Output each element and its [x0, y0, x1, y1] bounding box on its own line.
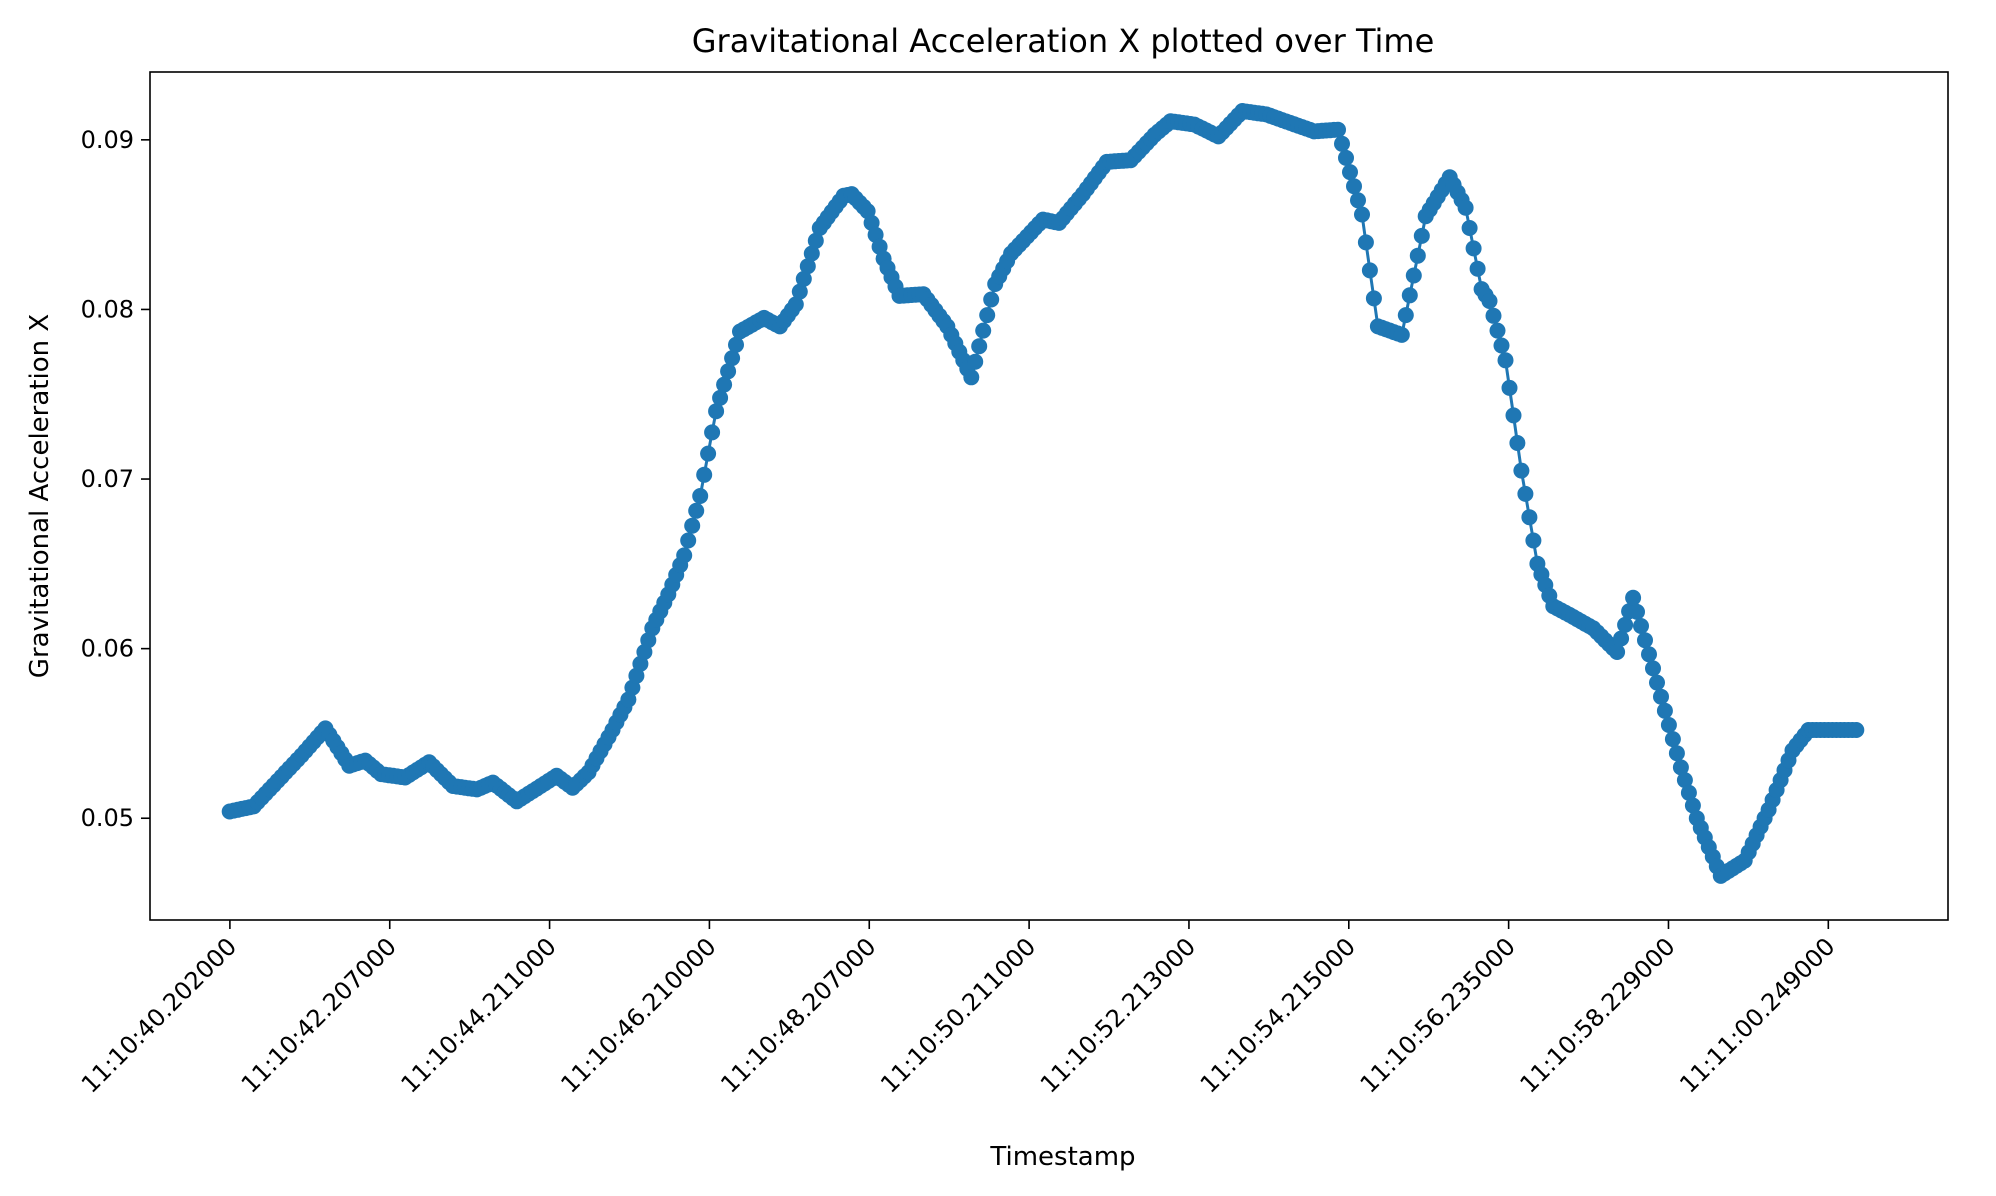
- data-point: [720, 363, 737, 380]
- data-point: [1354, 206, 1370, 223]
- data-point: [692, 488, 709, 504]
- data-point: [983, 291, 1000, 308]
- data-point: [704, 424, 721, 441]
- data-point: [716, 376, 733, 393]
- data-point: [807, 232, 824, 249]
- data-point: [1513, 462, 1530, 479]
- data-point: [1361, 262, 1378, 279]
- data-point: [1465, 240, 1482, 257]
- data-point: [1338, 149, 1354, 166]
- data-point: [1346, 178, 1362, 195]
- data-point: [1365, 290, 1382, 307]
- x-axis-title: Timestamp: [989, 1142, 1135, 1172]
- data-point: [1485, 307, 1502, 324]
- data-point: [975, 322, 992, 339]
- data-point: [1501, 379, 1518, 396]
- plot-frame: [149, 71, 1949, 921]
- data-point: [1525, 532, 1542, 549]
- data-point: [1334, 135, 1350, 152]
- y-tick-label: 0.05: [81, 804, 134, 832]
- data-point: [696, 466, 713, 483]
- data-point: [688, 502, 705, 519]
- data-point: [1481, 293, 1498, 309]
- data-point: [724, 350, 741, 367]
- data-point: [1413, 227, 1430, 244]
- data-point: [1505, 407, 1522, 424]
- data-point: [1517, 485, 1534, 502]
- data-point: [1848, 722, 1865, 738]
- data-point: [1617, 616, 1634, 633]
- data-point: [1393, 326, 1410, 343]
- data-point: [971, 338, 988, 355]
- data-point: [1660, 717, 1677, 733]
- chart-title: Gravitational Acceleration X plotted ove…: [692, 22, 1435, 60]
- data-point: [708, 403, 725, 420]
- data-point: [979, 307, 996, 324]
- data-point: [1641, 646, 1657, 663]
- y-tick-label: 0.07: [81, 465, 134, 493]
- data-point: [1330, 121, 1346, 138]
- y-tick-label: 0.09: [81, 126, 134, 154]
- data-point: [1357, 234, 1374, 251]
- y-tick-label: 0.08: [81, 295, 134, 323]
- data-point: [1350, 192, 1366, 209]
- data-point: [1469, 260, 1486, 277]
- data-point: [684, 517, 701, 534]
- data-point: [803, 245, 820, 262]
- series-group: [221, 103, 1865, 884]
- data-point: [1461, 220, 1478, 236]
- data-point: [1401, 287, 1418, 304]
- data-point: [1409, 247, 1426, 264]
- data-point: [1656, 702, 1673, 719]
- data-point: [676, 547, 693, 564]
- data-point: [680, 532, 697, 549]
- data-point: [963, 369, 980, 386]
- data-point: [1680, 784, 1697, 801]
- data-point: [1645, 660, 1661, 677]
- data-point: [1342, 164, 1358, 181]
- data-point: [791, 283, 808, 300]
- data-point: [1397, 307, 1414, 324]
- data-point: [1676, 772, 1693, 789]
- data-point: [1521, 509, 1538, 526]
- data-point: [1509, 435, 1526, 451]
- data-point: [1672, 759, 1689, 776]
- data-point: [1653, 688, 1669, 705]
- data-point: [1633, 618, 1649, 634]
- data-point: [795, 270, 812, 287]
- data-point: [1664, 731, 1681, 748]
- data-point: [712, 389, 729, 406]
- data-point: [1629, 603, 1645, 620]
- data-point: [1684, 797, 1701, 814]
- data-point: [1637, 632, 1653, 649]
- data-point: [799, 258, 816, 275]
- data-point: [1649, 674, 1665, 691]
- data-point: [967, 353, 984, 370]
- data-point: [1457, 199, 1474, 216]
- data-point: [787, 296, 804, 313]
- data-point: [1489, 322, 1506, 339]
- y-axis-ticks: 0.05 0.06 0.07 0.08 0.09: [81, 126, 150, 832]
- data-point: [1497, 352, 1514, 369]
- data-point: [1668, 745, 1685, 762]
- y-axis-title: Gravitational Acceleration X: [25, 314, 55, 678]
- y-tick-label: 0.06: [81, 635, 134, 663]
- data-point: [1613, 630, 1630, 647]
- data-point: [1493, 337, 1510, 354]
- data-point: [1625, 589, 1642, 606]
- data-point: [1405, 267, 1422, 284]
- data-point: [1609, 644, 1626, 660]
- data-point: [700, 445, 717, 462]
- data-point: [728, 336, 744, 353]
